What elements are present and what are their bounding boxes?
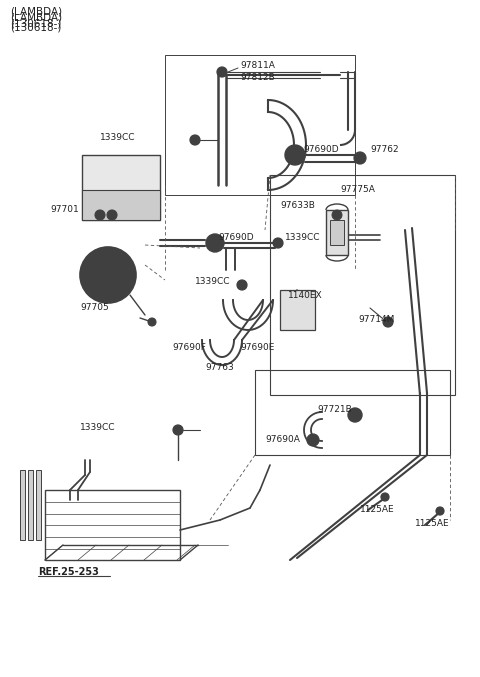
Text: 97762: 97762 xyxy=(370,146,398,154)
Circle shape xyxy=(107,210,117,220)
Text: (130618-): (130618-) xyxy=(10,19,61,29)
Text: REF.25-253: REF.25-253 xyxy=(38,567,99,577)
Circle shape xyxy=(285,145,305,165)
Circle shape xyxy=(217,67,227,77)
Text: 97690F: 97690F xyxy=(172,343,206,353)
Text: 97690A: 97690A xyxy=(265,435,300,445)
Bar xyxy=(82,190,160,220)
Circle shape xyxy=(237,280,247,290)
Text: 1339CC: 1339CC xyxy=(100,133,135,142)
Circle shape xyxy=(95,210,105,220)
Circle shape xyxy=(290,150,300,160)
Text: (130618-): (130618-) xyxy=(10,22,61,32)
Text: 97690D: 97690D xyxy=(218,234,253,242)
Text: 97633B: 97633B xyxy=(280,200,315,209)
Bar xyxy=(270,175,455,395)
Text: 1125AE: 1125AE xyxy=(360,506,395,515)
Bar xyxy=(165,55,355,195)
Circle shape xyxy=(90,257,126,293)
Circle shape xyxy=(436,507,444,515)
Text: 97775A: 97775A xyxy=(340,185,375,194)
Circle shape xyxy=(354,152,366,164)
Text: 1140EX: 1140EX xyxy=(288,290,323,299)
Circle shape xyxy=(80,247,136,303)
Text: 97705: 97705 xyxy=(80,303,109,313)
Circle shape xyxy=(211,239,219,247)
Text: 97714M: 97714M xyxy=(358,315,395,324)
Bar xyxy=(28,470,33,540)
Bar xyxy=(20,470,25,540)
Circle shape xyxy=(173,425,183,435)
Text: (LAMBDA): (LAMBDA) xyxy=(10,12,62,22)
Circle shape xyxy=(311,437,315,443)
Circle shape xyxy=(100,267,116,283)
Text: 1125AE: 1125AE xyxy=(415,519,450,527)
Text: 97701: 97701 xyxy=(50,206,79,215)
Circle shape xyxy=(383,317,393,327)
Text: 97690D: 97690D xyxy=(303,146,338,154)
Text: 97812B: 97812B xyxy=(240,74,275,83)
Bar xyxy=(280,290,315,330)
Text: 1339CC: 1339CC xyxy=(80,422,116,431)
Bar xyxy=(330,220,344,245)
Circle shape xyxy=(332,210,342,220)
Circle shape xyxy=(190,135,200,145)
Text: 97690E: 97690E xyxy=(240,343,275,353)
Bar xyxy=(36,470,41,540)
Bar xyxy=(45,490,180,560)
Text: (LAMBDA): (LAMBDA) xyxy=(10,7,62,17)
Bar xyxy=(326,210,348,255)
Text: 1339CC: 1339CC xyxy=(285,234,321,242)
Circle shape xyxy=(352,412,358,418)
Bar xyxy=(255,370,450,455)
Bar xyxy=(82,155,160,220)
Circle shape xyxy=(148,318,156,326)
Circle shape xyxy=(381,493,389,501)
Circle shape xyxy=(307,434,319,446)
Text: 1339CC: 1339CC xyxy=(195,278,230,286)
Circle shape xyxy=(273,238,283,248)
Text: 97763: 97763 xyxy=(205,364,234,372)
Circle shape xyxy=(348,408,362,422)
Text: 97721B: 97721B xyxy=(317,406,352,414)
Circle shape xyxy=(206,234,224,252)
Text: 97811A: 97811A xyxy=(240,60,275,70)
